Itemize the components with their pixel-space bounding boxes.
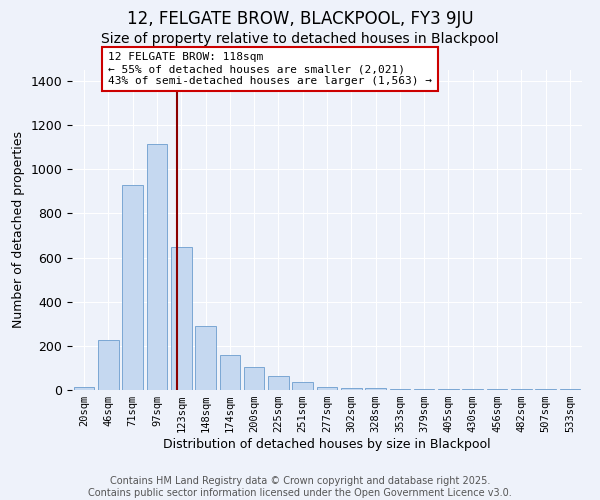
Bar xyxy=(74,386,94,390)
Bar xyxy=(365,388,386,390)
Bar xyxy=(98,340,119,390)
Text: Contains HM Land Registry data © Crown copyright and database right 2025.
Contai: Contains HM Land Registry data © Crown c… xyxy=(88,476,512,498)
Bar xyxy=(171,246,191,390)
Bar xyxy=(389,389,410,390)
Bar xyxy=(317,386,337,390)
Bar xyxy=(146,144,167,390)
Bar xyxy=(463,389,483,390)
Bar xyxy=(414,389,434,390)
Bar xyxy=(268,376,289,390)
Y-axis label: Number of detached properties: Number of detached properties xyxy=(12,132,25,328)
X-axis label: Distribution of detached houses by size in Blackpool: Distribution of detached houses by size … xyxy=(163,438,491,451)
Text: 12, FELGATE BROW, BLACKPOOL, FY3 9JU: 12, FELGATE BROW, BLACKPOOL, FY3 9JU xyxy=(127,10,473,28)
Text: Size of property relative to detached houses in Blackpool: Size of property relative to detached ho… xyxy=(101,32,499,46)
Bar xyxy=(292,382,313,390)
Bar xyxy=(122,185,143,390)
Bar xyxy=(244,367,265,390)
Bar xyxy=(195,326,216,390)
Bar xyxy=(220,354,240,390)
Text: 12 FELGATE BROW: 118sqm
← 55% of detached houses are smaller (2,021)
43% of semi: 12 FELGATE BROW: 118sqm ← 55% of detache… xyxy=(108,52,432,86)
Bar xyxy=(438,389,459,390)
Bar xyxy=(341,388,362,390)
Bar xyxy=(560,389,580,390)
